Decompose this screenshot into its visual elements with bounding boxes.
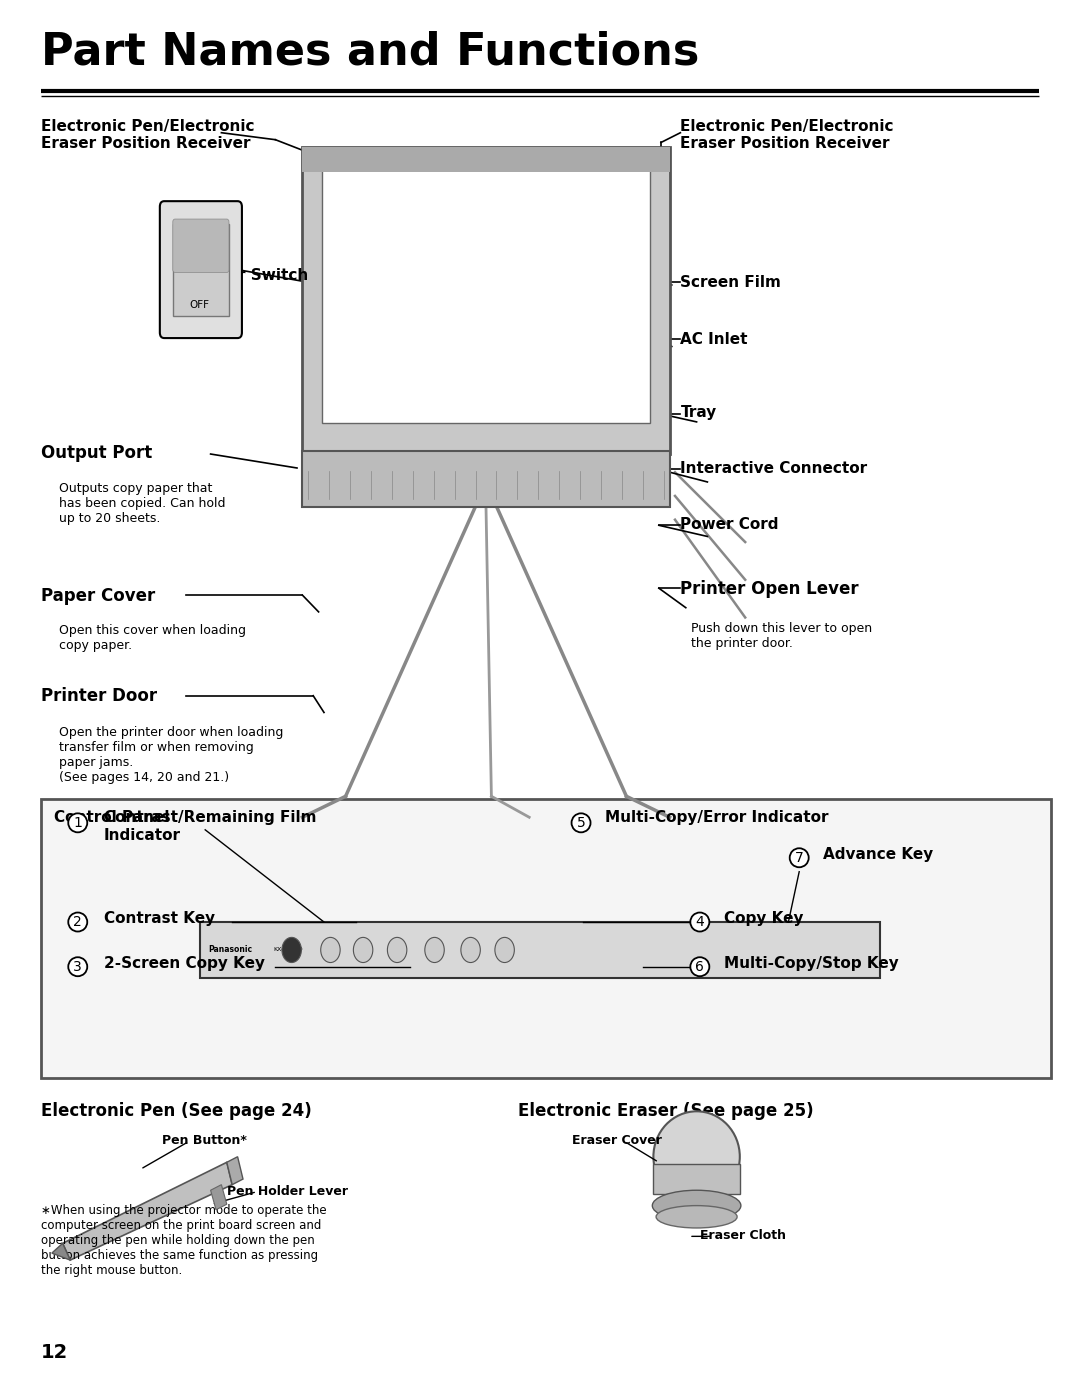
Bar [653,1164,740,1194]
Text: 2: 2 [73,915,82,929]
Text: ON: ON [206,239,222,250]
Polygon shape [63,1162,232,1260]
Text: Part Names and Functions: Part Names and Functions [41,31,700,74]
Text: Pen Button*: Pen Button* [162,1134,247,1147]
Text: 12: 12 [41,1343,68,1362]
Text: Eraser Cover: Eraser Cover [572,1134,662,1147]
Text: Output Port: Output Port [41,444,152,462]
Text: Control Panel: Control Panel [54,810,170,826]
Text: 5: 5 [577,816,585,830]
Text: Multi-Copy/Error Indicator: Multi-Copy/Error Indicator [605,810,828,826]
Circle shape [282,937,301,963]
Text: Screen Film: Screen Film [680,275,781,291]
Ellipse shape [653,1112,740,1201]
Text: Pen Holder Lever: Pen Holder Lever [227,1185,348,1197]
Text: Open this cover when loading
copy paper.: Open this cover when loading copy paper. [59,624,246,652]
Text: ∗When using the projector mode to operate the
computer screen on the print board: ∗When using the projector mode to operat… [41,1204,326,1277]
Text: Copy Key: Copy Key [724,911,804,926]
Circle shape [424,937,444,963]
Text: Tray: Tray [680,405,717,420]
Text: Electronic Pen (See page 24): Electronic Pen (See page 24) [41,1102,312,1120]
Bar [173,224,229,316]
Circle shape [495,937,514,963]
Text: Power Cord: Power Cord [680,517,779,532]
Polygon shape [211,1185,227,1210]
Text: Paper Cover: Paper Cover [41,587,156,605]
FancyBboxPatch shape [173,219,229,272]
Bar [302,147,670,172]
Polygon shape [52,1243,70,1260]
Bar [302,451,670,507]
Bar [41,799,1051,1078]
Text: Advance Key: Advance Key [823,847,933,862]
Circle shape [353,937,373,963]
Text: Electronic Eraser (See page 25): Electronic Eraser (See page 25) [518,1102,814,1120]
Ellipse shape [652,1190,741,1221]
Text: AC Inlet: AC Inlet [680,332,747,348]
Circle shape [321,937,340,963]
Text: 1: 1 [73,816,82,830]
Text: Interactive Connector: Interactive Connector [680,461,867,476]
Circle shape [461,937,481,963]
Text: 2-Screen Copy Key: 2-Screen Copy Key [104,956,265,971]
Bar [322,169,650,423]
Text: 4: 4 [696,915,704,929]
Text: 6: 6 [696,960,704,974]
Text: OFF: OFF [190,300,210,310]
Text: 3: 3 [73,960,82,974]
Text: Push down this lever to open
the printer door.: Push down this lever to open the printer… [691,622,873,650]
Text: 7: 7 [795,851,804,865]
Text: Electronic Pen/Electronic
Eraser Position Receiver: Electronic Pen/Electronic Eraser Positio… [680,119,894,151]
Text: Contrast Key: Contrast Key [104,911,215,926]
FancyBboxPatch shape [160,201,242,338]
Ellipse shape [657,1206,737,1228]
Bar [200,922,880,978]
Text: Outputs copy paper that
has been copied. Can hold
up to 20 sheets.: Outputs copy paper that has been copied.… [59,482,226,525]
Text: Open the printer door when loading
transfer film or when removing
paper jams.
(S: Open the printer door when loading trans… [59,726,284,785]
Text: KX-BP800: KX-BP800 [273,947,302,953]
Text: Printer Door: Printer Door [41,687,158,705]
Circle shape [388,937,407,963]
Text: Power Switch: Power Switch [192,268,309,284]
Text: Panasonic: Panasonic [208,946,253,954]
Text: Electronic Pen/Electronic
Eraser Position Receiver: Electronic Pen/Electronic Eraser Positio… [41,119,255,151]
Text: Eraser Cloth: Eraser Cloth [700,1229,786,1242]
Text: Contrast/Remaining Film
Indicator: Contrast/Remaining Film Indicator [104,810,316,842]
Text: Multi-Copy/Stop Key: Multi-Copy/Stop Key [724,956,899,971]
Polygon shape [227,1157,243,1185]
Text: Printer Open Lever: Printer Open Lever [680,580,859,598]
Bar [302,147,670,454]
